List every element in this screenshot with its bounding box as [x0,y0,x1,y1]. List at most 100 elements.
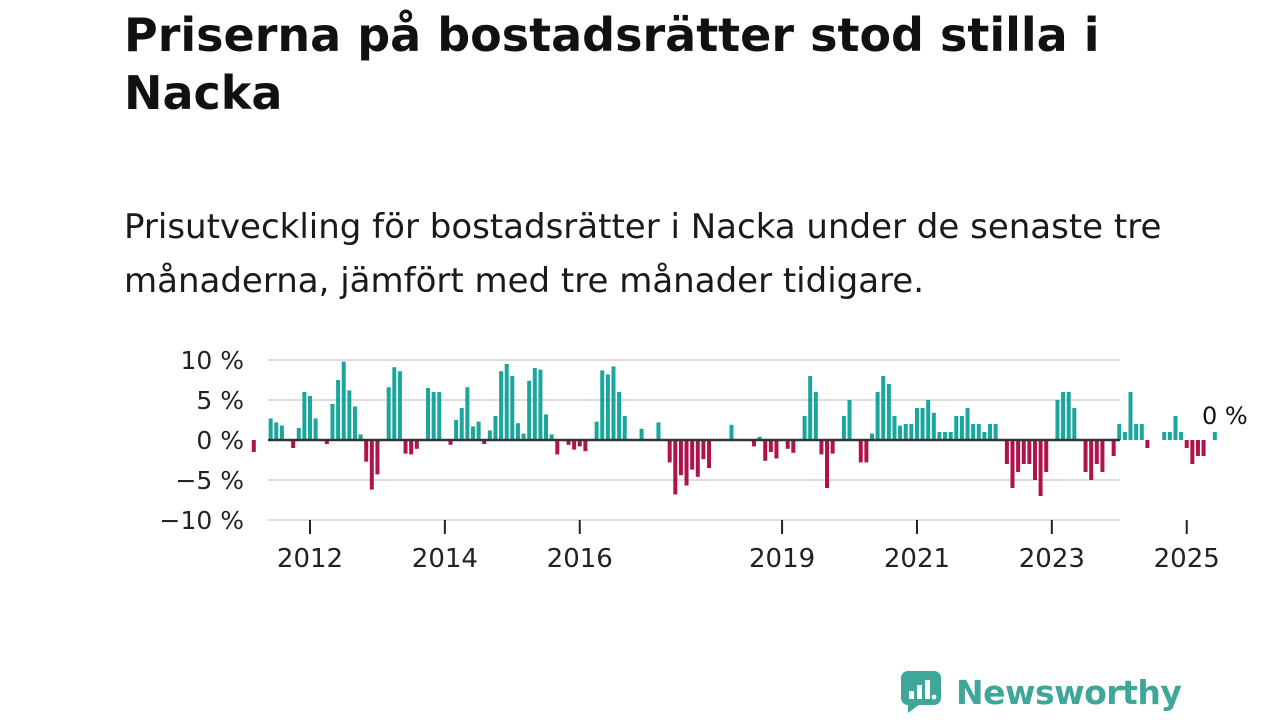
bar [1083,440,1088,472]
bar [397,371,402,440]
bar [251,440,256,452]
bar [943,432,948,440]
bar [1145,440,1150,448]
bar [279,425,284,440]
bar [825,440,830,488]
bar [1122,432,1127,440]
bar [667,440,672,463]
bar [392,367,397,440]
bar [785,440,790,449]
bar [358,434,363,440]
bar [729,424,734,440]
x-tick-label: 2019 [749,544,815,574]
bar [864,440,869,463]
bar [544,414,549,440]
bar [1072,408,1077,440]
bar [926,400,931,440]
bar [1038,440,1043,496]
x-tick-label: 2014 [412,544,478,574]
bar [459,408,464,440]
bar [971,424,976,440]
y-tick-label: 0 % [196,426,244,455]
bar [482,440,487,444]
bar [1032,440,1037,480]
bar [881,376,886,440]
bar [324,440,329,444]
bar [819,440,824,455]
y-tick-label: 10 % [180,346,244,375]
bar [774,440,779,459]
bar [914,408,919,440]
bar [600,370,605,440]
chart-subtitle: Prisutveckling för bostadsrätter i Nacka… [124,207,1162,301]
bar [656,422,661,440]
bar [1201,440,1206,456]
bar [1027,440,1032,464]
bar [1094,440,1099,464]
bar [308,396,312,440]
bar [515,423,520,440]
bar [791,440,796,453]
bar [291,440,296,448]
bar [347,390,352,440]
bar [886,384,891,440]
bar [1016,440,1021,472]
bar [493,416,498,440]
bar [1021,440,1026,464]
bar [330,404,335,440]
bars [251,361,1217,496]
chart-title: Priserna på bostadsrätter stod stilla i … [124,8,1100,120]
bar [352,406,357,440]
bar [903,424,908,440]
bar [577,440,582,447]
x-tick-label: 2012 [277,544,343,574]
bar [1089,440,1094,480]
bar [1044,440,1049,472]
bar [414,440,419,449]
bar [375,440,380,475]
newsworthy-logo-icon [901,671,941,713]
bar [870,433,874,440]
bar [858,440,863,463]
bar [959,416,964,440]
bar [386,387,391,440]
bar [341,361,346,440]
bar [476,421,481,440]
bar [875,392,880,440]
bar [274,422,279,440]
x-tick-label: 2021 [884,544,950,574]
bar [465,387,470,440]
bar [594,421,599,440]
x-tick-label: 2023 [1019,544,1085,574]
bar [847,400,852,440]
bar [768,440,773,452]
bar [1179,432,1184,440]
bar [976,424,981,440]
bar [268,418,273,440]
bar [549,434,554,440]
bar [1184,440,1189,448]
bar [707,440,712,468]
bar [988,424,993,440]
bar [1190,440,1195,464]
bar [454,420,459,440]
bar [1167,432,1172,440]
bar [364,440,369,462]
bar [555,440,560,455]
bar [605,374,610,440]
bar [611,366,616,440]
bar [1134,424,1139,440]
newsworthy-logo[interactable]: Newsworthy [900,668,1182,716]
bar [302,392,307,440]
bar [426,388,431,440]
bar [1100,440,1105,472]
bar [1173,416,1178,440]
bar [1128,392,1133,440]
bar [954,416,959,440]
bar [898,425,903,440]
bar [1195,440,1200,456]
bar [1066,392,1071,440]
newsworthy-logo-text: Newsworthy [956,672,1182,712]
bar [1061,392,1066,440]
y-tick-label: −5 % [175,466,244,495]
